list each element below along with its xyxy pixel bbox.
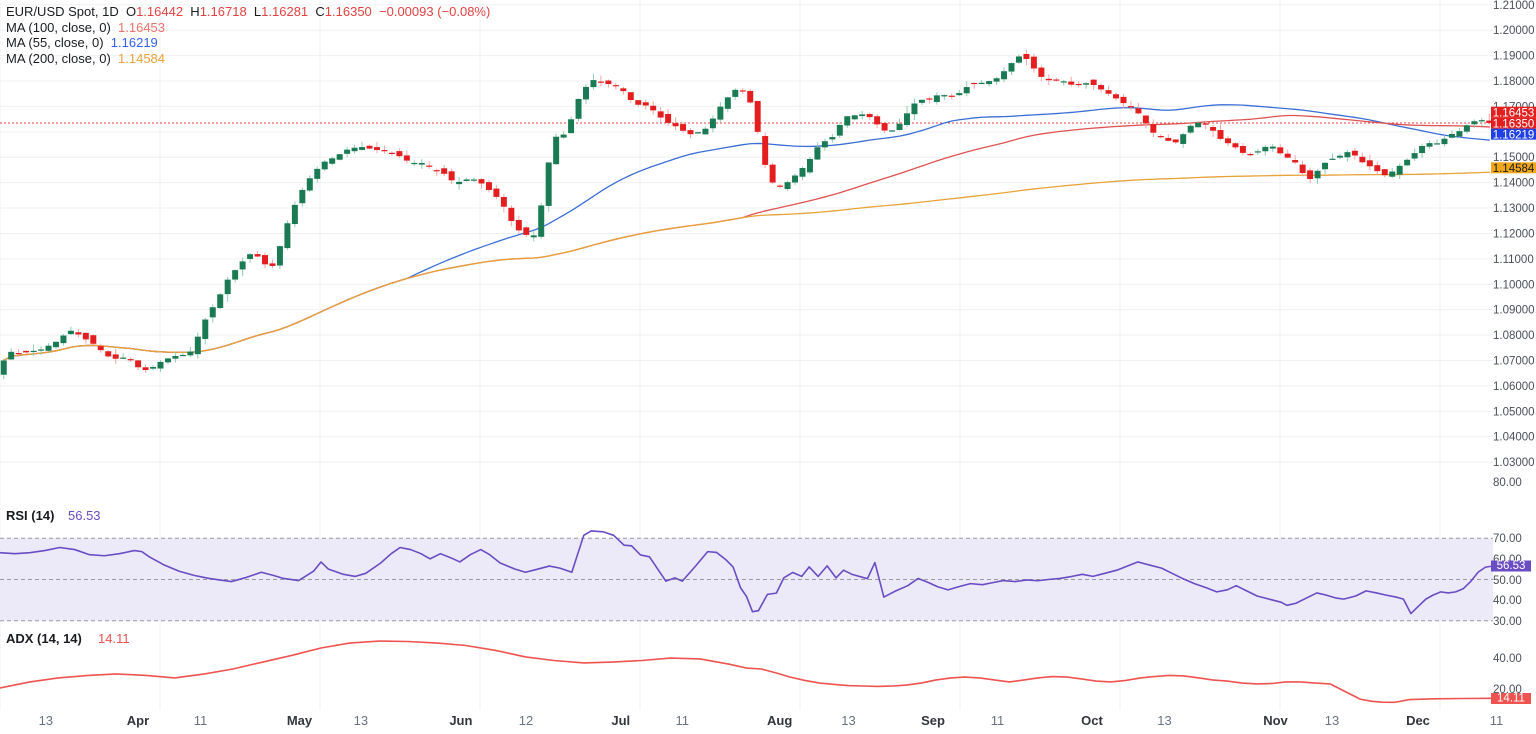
svg-text:Nov: Nov xyxy=(1263,713,1288,728)
svg-text:13: 13 xyxy=(39,713,53,728)
svg-text:11: 11 xyxy=(1490,713,1504,728)
svg-text:1.20000: 1.20000 xyxy=(1493,25,1535,37)
svg-text:1.06000: 1.06000 xyxy=(1493,381,1535,393)
svg-text:1.11000: 1.11000 xyxy=(1493,254,1534,266)
svg-text:1.13000: 1.13000 xyxy=(1493,203,1535,215)
svg-text:1.05000: 1.05000 xyxy=(1493,406,1535,418)
svg-text:12: 12 xyxy=(519,713,533,728)
svg-text:11: 11 xyxy=(991,713,1005,728)
svg-text:1.08000: 1.08000 xyxy=(1493,330,1535,342)
svg-text:May: May xyxy=(287,713,313,728)
svg-text:1.07000: 1.07000 xyxy=(1493,355,1535,367)
svg-text:13: 13 xyxy=(1325,713,1339,728)
svg-text:14.11: 14.11 xyxy=(1497,693,1525,705)
svg-text:1.21000: 1.21000 xyxy=(1493,0,1535,12)
svg-text:56.53: 56.53 xyxy=(1497,560,1526,572)
svg-text:80.00: 80.00 xyxy=(1493,477,1522,489)
svg-text:1.12000: 1.12000 xyxy=(1493,228,1535,240)
svg-text:30.00: 30.00 xyxy=(1493,616,1522,628)
svg-text:Jul: Jul xyxy=(611,713,630,728)
svg-text:1.10000: 1.10000 xyxy=(1493,279,1535,291)
svg-text:13: 13 xyxy=(841,713,855,728)
svg-text:11: 11 xyxy=(194,713,208,728)
svg-text:1.18000: 1.18000 xyxy=(1493,76,1535,88)
svg-text:1.04000: 1.04000 xyxy=(1493,432,1535,444)
svg-text:Aug: Aug xyxy=(767,713,792,728)
svg-text:Dec: Dec xyxy=(1406,713,1430,728)
svg-text:40.00: 40.00 xyxy=(1493,595,1522,607)
svg-text:1.19000: 1.19000 xyxy=(1493,51,1535,63)
svg-text:1.14000: 1.14000 xyxy=(1493,178,1535,190)
svg-text:ADX (14, 14): ADX (14, 14) xyxy=(6,631,82,646)
svg-text:70.00: 70.00 xyxy=(1493,533,1522,545)
svg-text:50.00: 50.00 xyxy=(1493,575,1522,587)
svg-text:RSI (14): RSI (14) xyxy=(6,508,54,523)
svg-text:1.09000: 1.09000 xyxy=(1493,305,1535,317)
svg-text:14.11: 14.11 xyxy=(98,631,130,646)
svg-text:40.00: 40.00 xyxy=(1493,653,1522,665)
svg-text:1.03000: 1.03000 xyxy=(1493,457,1535,469)
svg-text:13: 13 xyxy=(354,713,368,728)
svg-text:Apr: Apr xyxy=(127,713,149,728)
svg-text:13: 13 xyxy=(1157,713,1171,728)
svg-text:56.53: 56.53 xyxy=(68,508,101,523)
svg-text:Sep: Sep xyxy=(921,713,945,728)
svg-text:Oct: Oct xyxy=(1081,713,1103,728)
svg-text:1.16219: 1.16219 xyxy=(1493,129,1535,141)
svg-text:1.14584: 1.14584 xyxy=(1493,163,1535,175)
svg-text:Jun: Jun xyxy=(449,713,472,728)
svg-text:11: 11 xyxy=(676,713,690,728)
